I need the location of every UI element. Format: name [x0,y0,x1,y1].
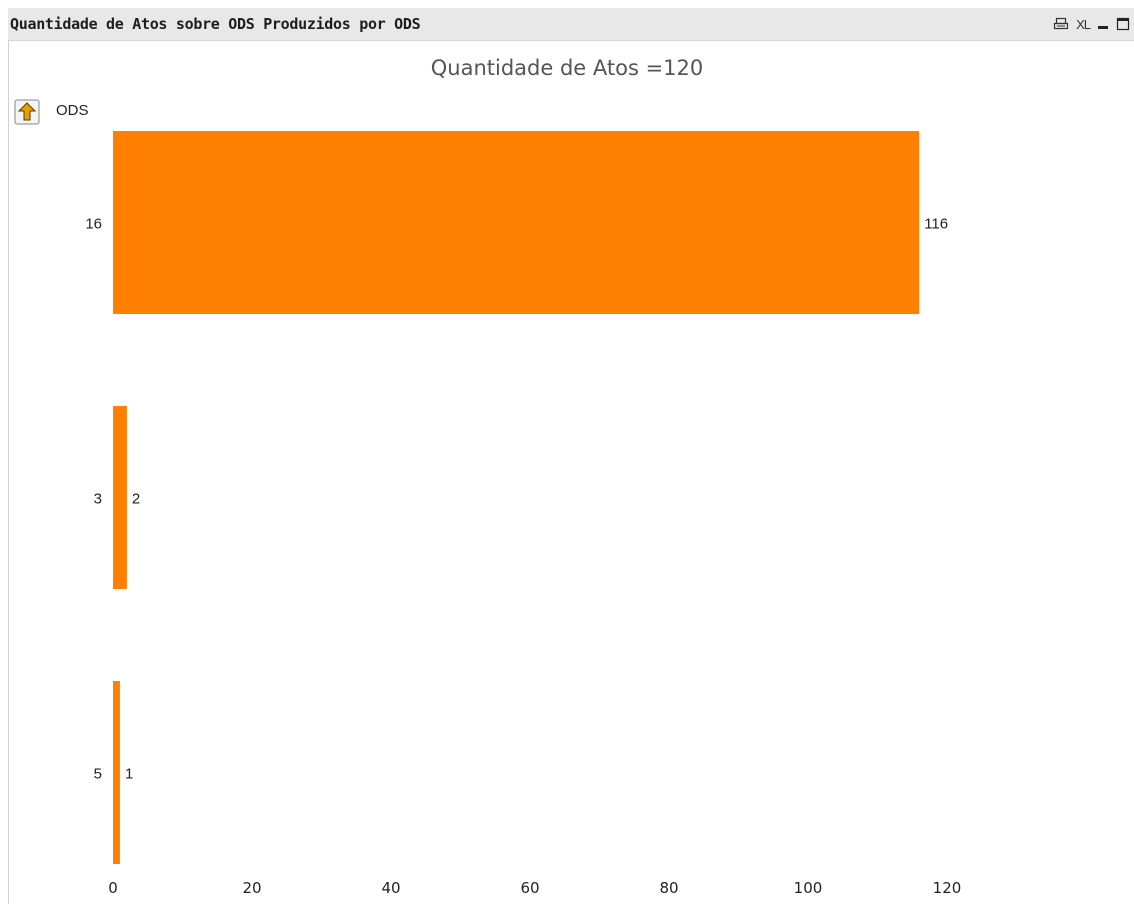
xl-export-button[interactable]: XL [1076,16,1091,32]
x-tick-label: 0 [108,879,118,897]
chart-title: Quantidade de Atos =120 [430,56,704,80]
value-label: 1 [125,766,133,783]
drill-up-button[interactable] [14,99,40,125]
caption-bar[interactable]: Quantidade de Atos sobre ODS Produzidos … [8,8,1134,41]
x-tick-label: 60 [520,879,539,897]
x-tick-label: 20 [242,879,261,897]
bar-16[interactable] [113,131,920,314]
category-label: 16 [85,216,102,233]
category-label: 3 [94,491,102,508]
chart-object-frame [8,8,1134,904]
drill-up-arrow-icon [14,99,40,125]
caption-icons: XL [1053,14,1130,34]
dimension-label: ODS [56,102,89,119]
bar-3[interactable] [113,406,127,589]
x-tick-label: 80 [659,879,678,897]
maximize-icon[interactable] [1116,15,1130,33]
caption-title: Quantidade de Atos sobre ODS Produzidos … [10,15,421,33]
bar-5[interactable] [113,681,120,864]
x-tick-label: 40 [381,879,400,897]
value-label: 116 [924,216,948,233]
category-label: 5 [94,766,102,783]
x-tick-label: 120 [933,879,962,897]
x-tick-label: 100 [794,879,823,897]
value-label: 2 [132,491,140,508]
print-icon[interactable] [1053,15,1069,33]
minimize-icon[interactable] [1097,15,1109,33]
